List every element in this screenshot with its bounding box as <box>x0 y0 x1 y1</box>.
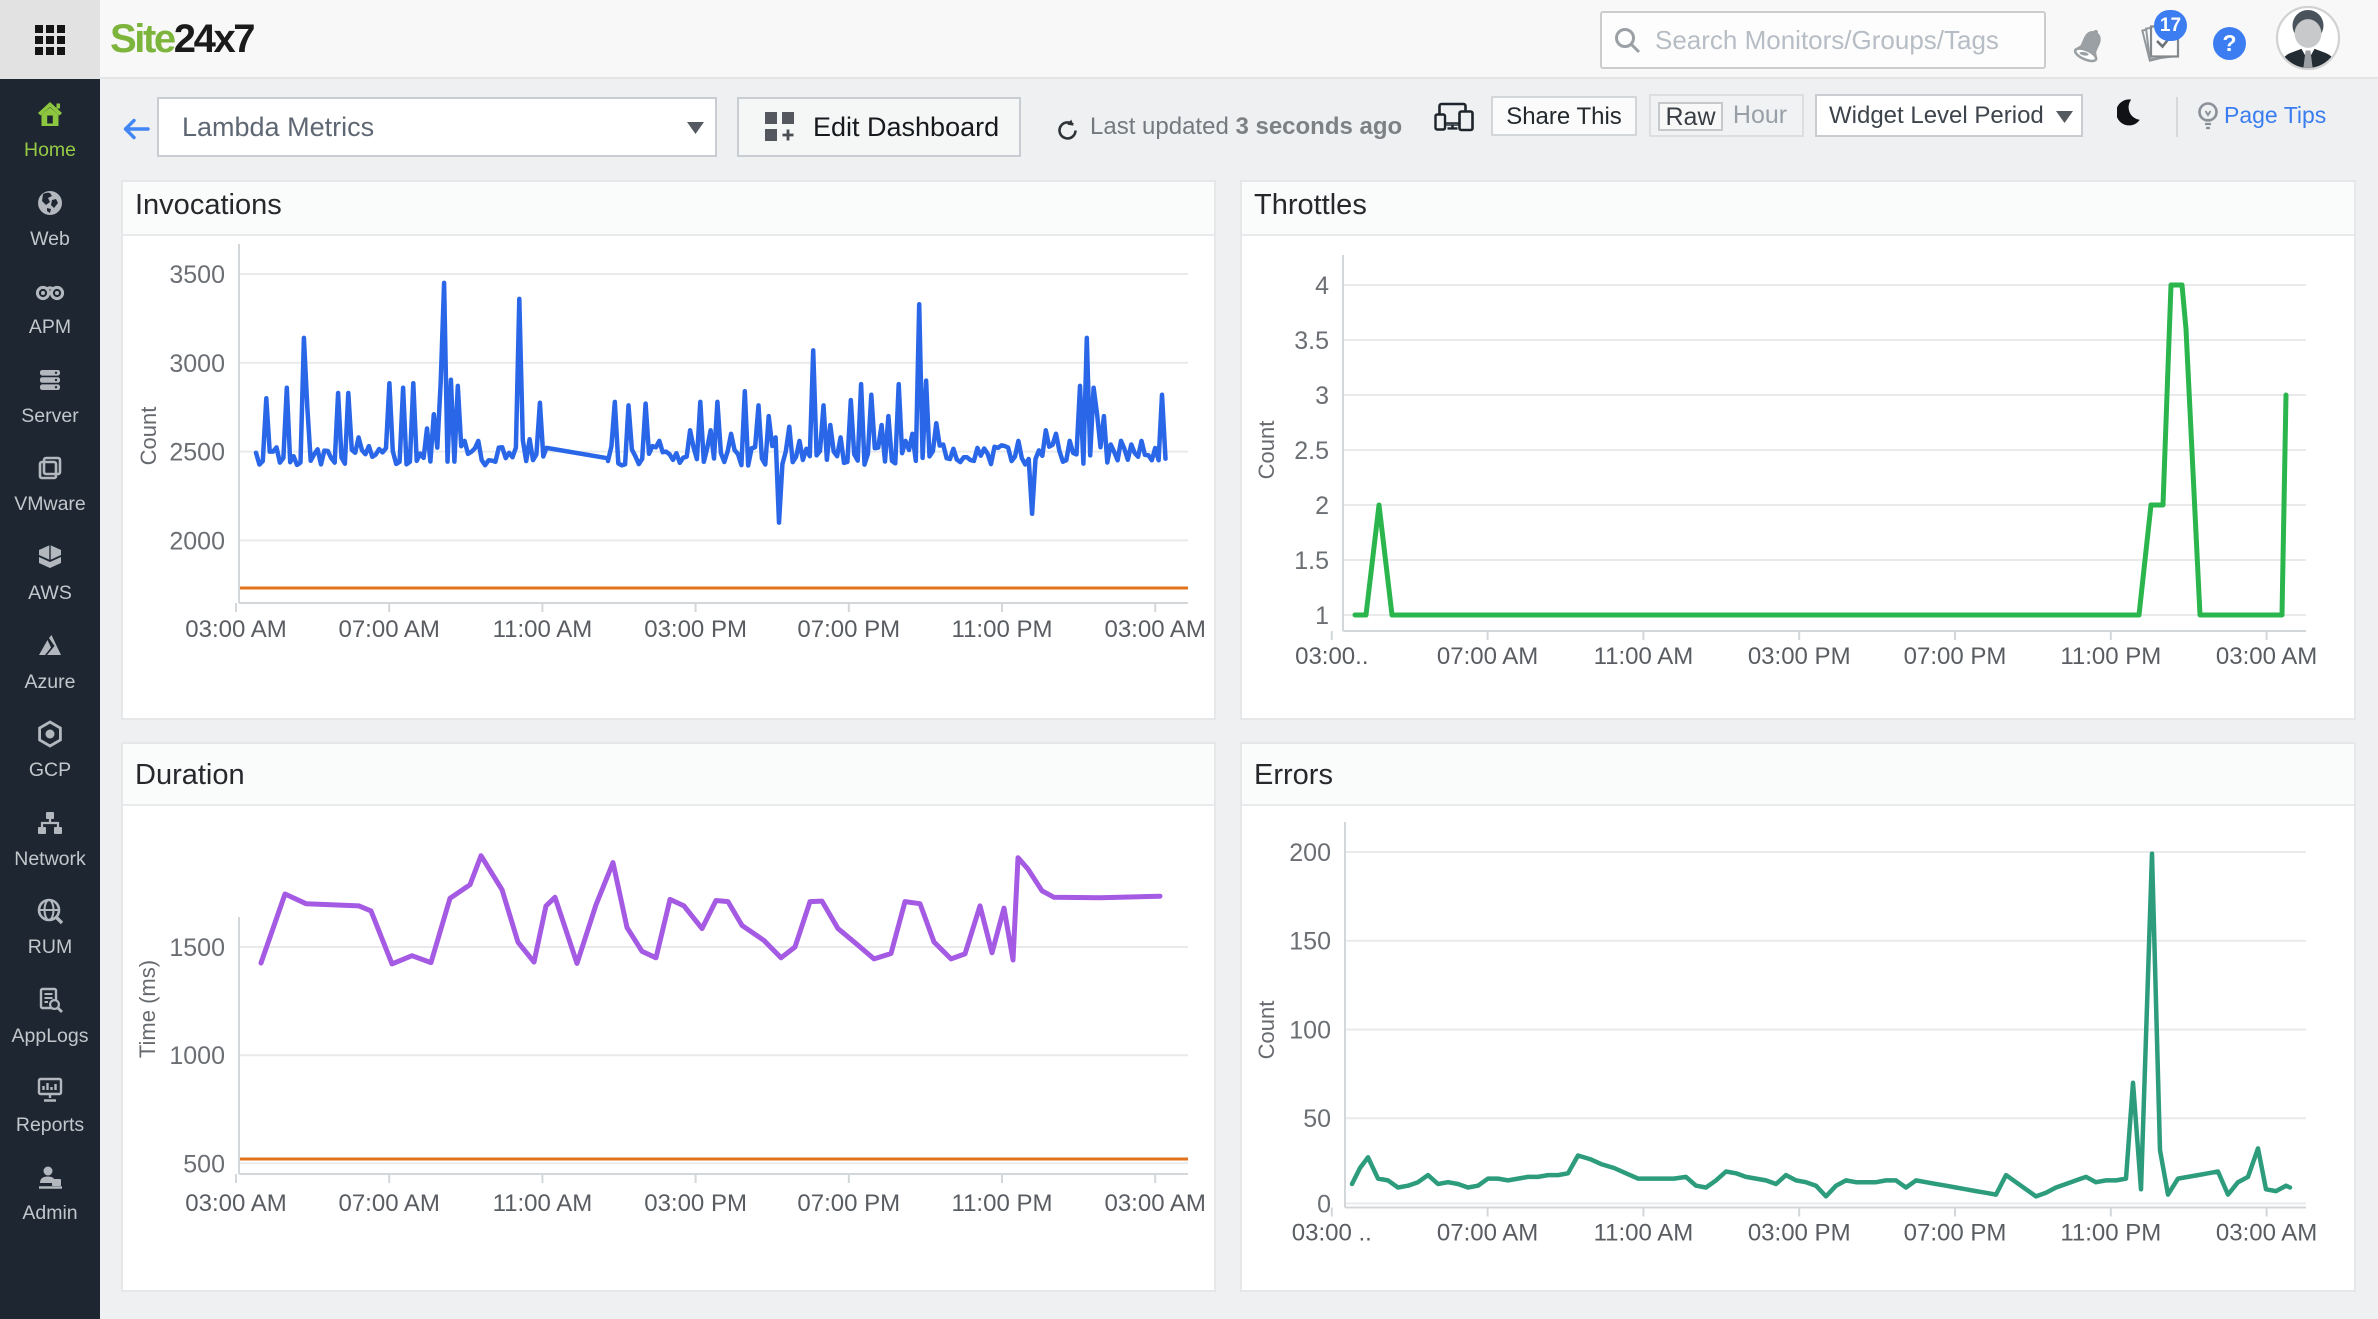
svg-text:03:00 PM: 03:00 PM <box>644 1190 747 1217</box>
svg-text:11:00 PM: 11:00 PM <box>2060 1220 2161 1247</box>
svg-text:Time (ms): Time (ms) <box>135 960 160 1058</box>
svg-text:11:00 AM: 11:00 AM <box>493 616 593 643</box>
svg-text:07:00 PM: 07:00 PM <box>797 616 900 643</box>
svg-text:11:00 PM: 11:00 PM <box>952 1190 1053 1217</box>
svg-text:Count: Count <box>1254 421 1279 480</box>
svg-text:100: 100 <box>1289 1017 1331 1045</box>
svg-text:3500: 3500 <box>169 261 225 289</box>
svg-text:07:00 AM: 07:00 AM <box>338 616 439 643</box>
svg-text:3000: 3000 <box>169 350 225 378</box>
svg-text:50: 50 <box>1303 1105 1331 1133</box>
svg-text:3: 3 <box>1315 382 1329 410</box>
svg-text:3.5: 3.5 <box>1294 327 1329 355</box>
svg-text:2500: 2500 <box>169 439 225 467</box>
svg-text:1: 1 <box>1315 602 1329 630</box>
svg-text:07:00 PM: 07:00 PM <box>797 1190 900 1217</box>
svg-text:03:00 PM: 03:00 PM <box>644 616 747 643</box>
svg-text:200: 200 <box>1289 839 1331 867</box>
svg-text:150: 150 <box>1289 928 1331 956</box>
svg-text:2000: 2000 <box>169 527 225 555</box>
svg-text:Count: Count <box>1254 1001 1279 1060</box>
svg-text:2: 2 <box>1315 492 1329 520</box>
svg-text:03:00 AM: 03:00 AM <box>2216 643 2317 670</box>
svg-text:07:00 PM: 07:00 PM <box>1904 1220 2007 1247</box>
svg-text:1.5: 1.5 <box>1294 547 1329 575</box>
svg-text:03:00 AM: 03:00 AM <box>1104 1190 1205 1217</box>
svg-text:03:00 ..: 03:00 .. <box>1292 1220 1372 1247</box>
svg-text:11:00 PM: 11:00 PM <box>952 616 1053 643</box>
svg-text:03:00 PM: 03:00 PM <box>1748 1220 1851 1247</box>
svg-text:03:00 PM: 03:00 PM <box>1748 643 1851 670</box>
svg-text:1000: 1000 <box>169 1042 225 1070</box>
svg-text:4: 4 <box>1315 272 1329 300</box>
svg-text:11:00 AM: 11:00 AM <box>493 1190 593 1217</box>
svg-text:11:00 AM: 11:00 AM <box>1594 1220 1694 1247</box>
svg-text:07:00 AM: 07:00 AM <box>1437 1220 1538 1247</box>
svg-text:07:00 AM: 07:00 AM <box>1437 643 1538 670</box>
svg-text:03:00 AM: 03:00 AM <box>2216 1220 2317 1247</box>
svg-text:1500: 1500 <box>169 934 225 962</box>
svg-text:07:00 PM: 07:00 PM <box>1904 643 2007 670</box>
svg-text:2.5: 2.5 <box>1294 437 1329 465</box>
svg-text:Count: Count <box>136 407 161 466</box>
svg-text:11:00 PM: 11:00 PM <box>2060 643 2161 670</box>
svg-text:03:00..: 03:00.. <box>1295 643 1368 670</box>
svg-text:03:00 AM: 03:00 AM <box>1104 616 1205 643</box>
svg-text:03:00 AM: 03:00 AM <box>185 1190 286 1217</box>
svg-text:03:00 AM: 03:00 AM <box>185 616 286 643</box>
svg-text:07:00 AM: 07:00 AM <box>338 1190 439 1217</box>
svg-text:11:00 AM: 11:00 AM <box>1594 643 1694 670</box>
svg-text:500: 500 <box>183 1150 225 1178</box>
svg-text:0: 0 <box>1317 1191 1331 1219</box>
